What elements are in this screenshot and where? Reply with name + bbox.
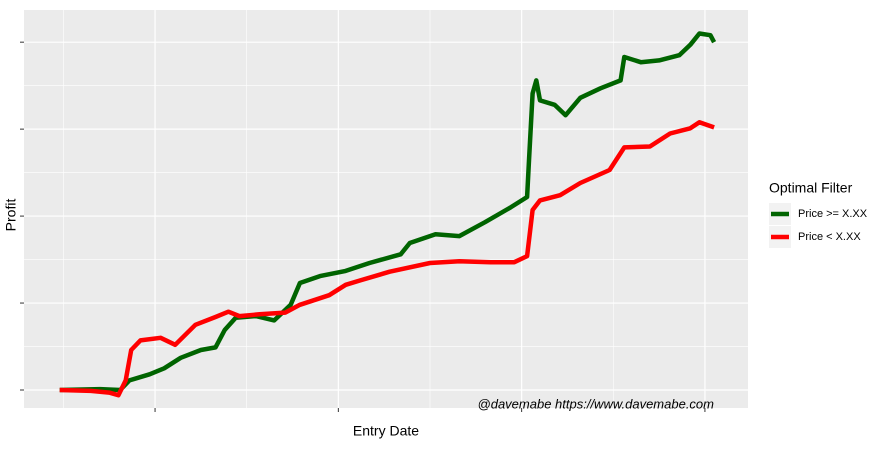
series-line [59,31,717,393]
legend-title: Optimal Filter [769,180,853,196]
y-axis-label: Profit [3,199,19,232]
legend-label: Price >= X.XX [798,208,868,220]
series-line [59,119,715,398]
annotation: @davemabe https://www.davemabe.com [478,396,715,411]
legend-label: Price < X.XX [798,231,861,243]
x-axis-label: Entry Date [353,423,419,439]
